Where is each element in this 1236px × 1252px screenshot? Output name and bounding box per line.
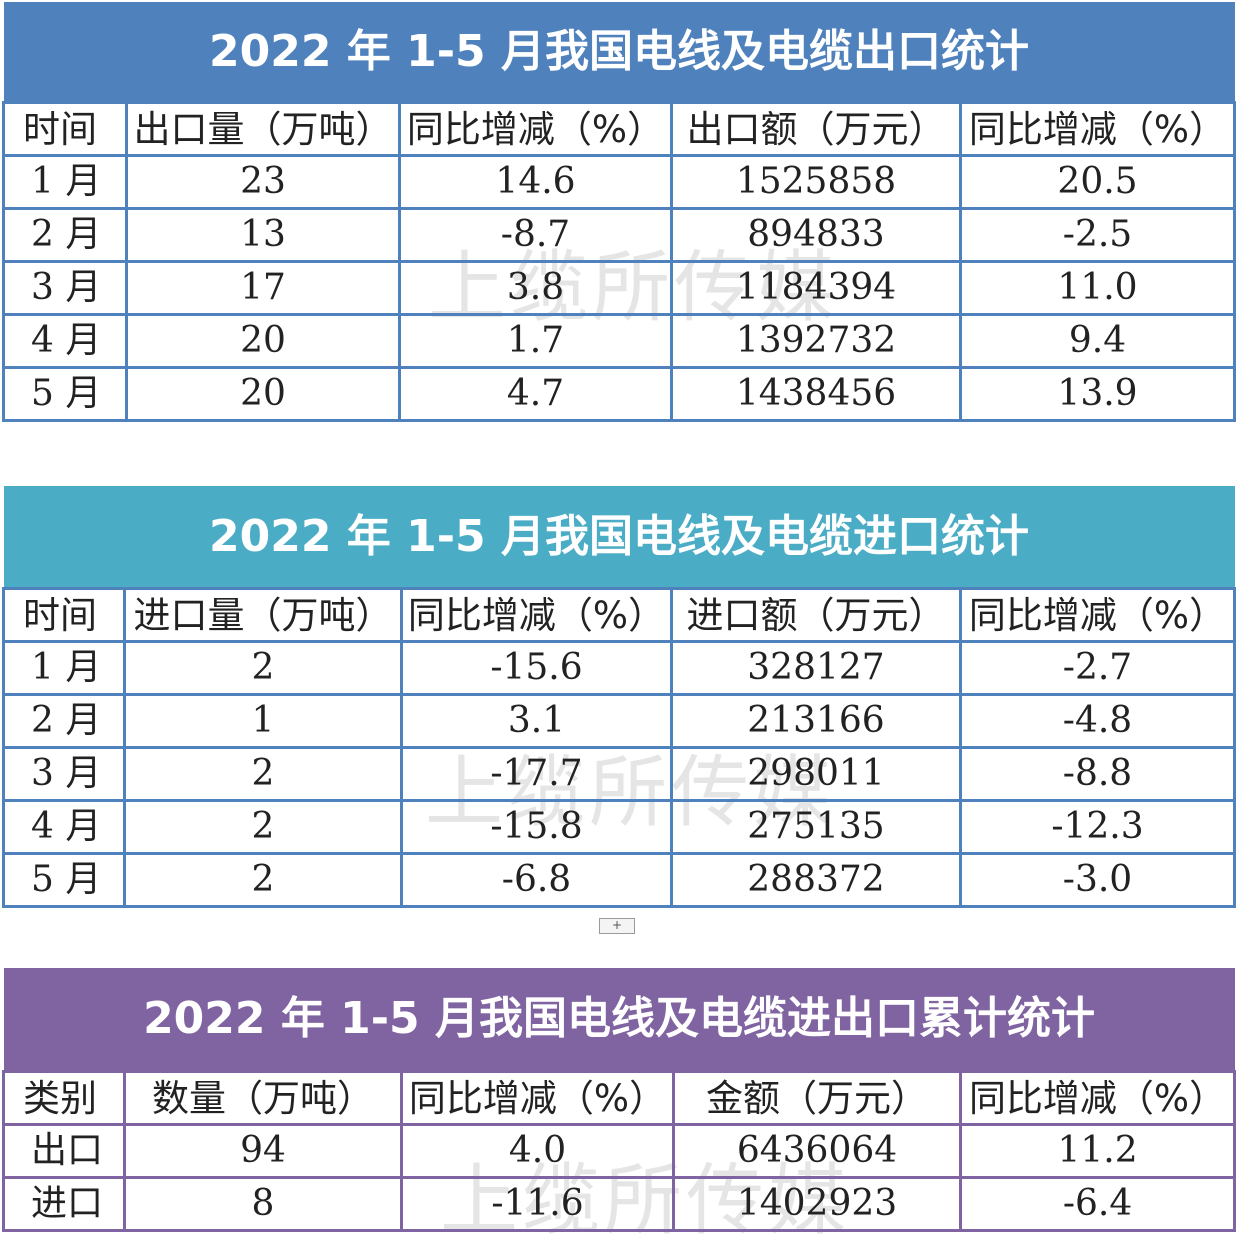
column-header: 时间	[2, 587, 126, 643]
table-cell: -3.0	[959, 852, 1236, 908]
table-cell: 894833	[670, 207, 962, 263]
table-cell: 1525858	[670, 154, 962, 210]
column-header: 同比增减（%）	[400, 587, 673, 643]
table-cell: 3.1	[400, 693, 673, 749]
table-cell: 17	[125, 260, 401, 316]
column-header: 进口额（万元）	[670, 587, 962, 643]
table-cell: 275135	[670, 799, 962, 855]
table-cell: -15.8	[400, 799, 673, 855]
table-cell: 4.7	[398, 366, 673, 422]
table-cell: 1184394	[670, 260, 962, 316]
column-header: 出口额（万元）	[670, 101, 962, 157]
table-row: 1 月 2 -15.6 328127 -2.7	[2, 640, 1236, 696]
table-cell: -8.8	[959, 746, 1236, 802]
table-cell: 13.9	[959, 366, 1236, 422]
table-row: 5 月 2 -6.8 288372 -3.0	[2, 852, 1236, 908]
table-cell: 1.7	[398, 313, 673, 369]
table-cell: 1 月	[2, 154, 128, 210]
table-cell: -4.8	[959, 693, 1236, 749]
column-header: 同比增减（%）	[400, 1070, 675, 1126]
table-cell: 3 月	[2, 260, 128, 316]
import-table: 2022 年 1-5 月我国电线及电缆进口统计 时间 进口量（万吨） 同比增减（…	[2, 486, 1236, 908]
table-cell: -17.7	[400, 746, 673, 802]
table-row: 2 月 13 -8.7 894833 -2.5	[2, 207, 1236, 263]
table-cell: 23	[125, 154, 401, 210]
table-cell: 出口	[2, 1123, 126, 1179]
table-cell: 2 月	[2, 693, 126, 749]
plus-icon: +	[611, 918, 623, 932]
column-header: 出口量（万吨）	[125, 101, 401, 157]
table-cell: 2	[123, 640, 403, 696]
table-row: 4 月 2 -15.8 275135 -12.3	[2, 799, 1236, 855]
total-table: 2022 年 1-5 月我国电线及电缆进出口累计统计 类别 数量（万吨） 同比增…	[2, 968, 1236, 1232]
table-row: 2 月 1 3.1 213166 -4.8	[2, 693, 1236, 749]
table-row: 出口 94 4.0 6436064 11.2	[2, 1123, 1236, 1179]
import-table-title: 2022 年 1-5 月我国电线及电缆进口统计	[3, 486, 1235, 589]
table-cell: 8	[123, 1176, 403, 1232]
table-cell: -11.6	[400, 1176, 675, 1232]
table-cell: 11.0	[959, 260, 1236, 316]
table-cell: 9.4	[959, 313, 1236, 369]
table-cell: 2	[123, 746, 403, 802]
table-cell: 4 月	[2, 799, 126, 855]
table-row: 4 月 20 1.7 1392732 9.4	[2, 313, 1236, 369]
column-header: 同比增减（%）	[959, 101, 1236, 157]
table-cell: -15.6	[400, 640, 673, 696]
column-header: 同比增减（%）	[398, 101, 673, 157]
table-cell: 1392732	[670, 313, 962, 369]
table-cell: 328127	[670, 640, 962, 696]
table-row: 1 月 23 14.6 1525858 20.5	[2, 154, 1236, 210]
export-table-title: 2022 年 1-5 月我国电线及电缆出口统计	[3, 2, 1235, 103]
column-header: 类别	[2, 1070, 126, 1126]
table-cell: 1402923	[672, 1176, 962, 1232]
table-cell: 1438456	[670, 366, 962, 422]
table-cell: 2	[123, 852, 403, 908]
table-cell: 288372	[670, 852, 962, 908]
table-row: 进口 8 -11.6 1402923 -6.4	[2, 1176, 1236, 1232]
column-header: 金额（万元）	[672, 1070, 962, 1126]
column-header: 同比增减（%）	[958, 1070, 1236, 1126]
table-cell: 94	[123, 1123, 403, 1179]
table-row: 5 月 20 4.7 1438456 13.9	[2, 366, 1236, 422]
table-row: 3 月 2 -17.7 298011 -8.8	[2, 746, 1236, 802]
column-header: 时间	[2, 101, 128, 157]
table-cell: 4.0	[400, 1123, 675, 1179]
export-table: 2022 年 1-5 月我国电线及电缆出口统计 时间 出口量（万吨） 同比增减（…	[2, 2, 1236, 422]
table-cell: 13	[125, 207, 401, 263]
table-cell: -2.5	[959, 207, 1236, 263]
table-row: 3 月 17 3.8 1184394 11.0	[2, 260, 1236, 316]
table-cell: -6.8	[400, 852, 673, 908]
table-cell: 20	[125, 313, 401, 369]
table-cell: 20	[125, 366, 401, 422]
table-cell: 进口	[2, 1176, 126, 1232]
table-cell: 1	[123, 693, 403, 749]
column-header: 进口量（万吨）	[123, 587, 403, 643]
table-cell: -8.7	[398, 207, 673, 263]
table-cell: 5 月	[2, 366, 128, 422]
total-table-title: 2022 年 1-5 月我国电线及电缆进出口累计统计	[3, 968, 1235, 1072]
column-header: 数量（万吨）	[123, 1070, 403, 1126]
table-cell: 213166	[670, 693, 962, 749]
table-cell: 20.5	[959, 154, 1236, 210]
table-cell: 14.6	[398, 154, 673, 210]
add-row-handle[interactable]: +	[599, 918, 635, 934]
table-cell: -12.3	[959, 799, 1236, 855]
table-cell: 6436064	[672, 1123, 962, 1179]
table-header-row: 时间 进口量（万吨） 同比增减（%） 进口额（万元） 同比增减（%）	[2, 587, 1236, 643]
table-header-row: 时间 出口量（万吨） 同比增减（%） 出口额（万元） 同比增减（%）	[2, 101, 1236, 157]
table-cell: 2	[123, 799, 403, 855]
column-header: 同比增减（%）	[959, 587, 1236, 643]
table-cell: 5 月	[2, 852, 126, 908]
table-cell: -2.7	[959, 640, 1236, 696]
table-header-row: 类别 数量（万吨） 同比增减（%） 金额（万元） 同比增减（%）	[2, 1070, 1236, 1126]
table-cell: 11.2	[958, 1123, 1236, 1179]
table-cell: 3 月	[2, 746, 126, 802]
table-cell: 2 月	[2, 207, 128, 263]
table-cell: -6.4	[958, 1176, 1236, 1232]
table-cell: 4 月	[2, 313, 128, 369]
table-cell: 1 月	[2, 640, 126, 696]
table-cell: 298011	[670, 746, 962, 802]
table-cell: 3.8	[398, 260, 673, 316]
